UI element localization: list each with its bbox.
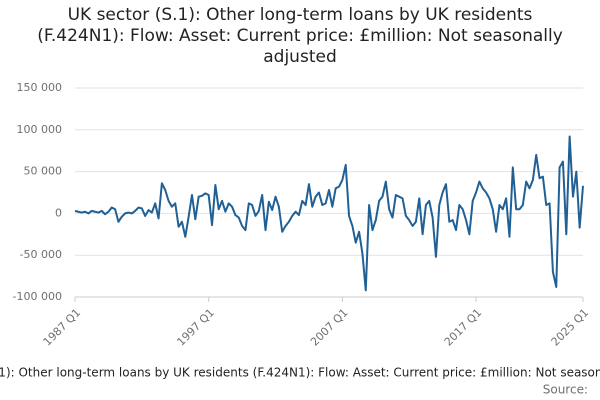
y-tick-label: 50 000 <box>24 165 63 178</box>
x-tick-label: 2017 Q1 <box>442 306 485 349</box>
source: Source: <box>543 383 588 397</box>
x-axis-title: UK sector (S.1): Other long-term loans b… <box>0 366 600 380</box>
y-tick-label: 0 <box>55 206 62 219</box>
x-tick-label: 1997 Q1 <box>174 306 217 349</box>
y-tick-label: 150 000 <box>17 81 63 94</box>
x-tick-label: 2025 Q1 <box>549 306 592 349</box>
y-tick-label: -100 000 <box>13 290 62 303</box>
y-tick-label: -50 000 <box>20 248 62 261</box>
chart-title: UK sector (S.1): Other long-term loans b… <box>37 5 563 67</box>
x-tick-label: 2007 Q1 <box>308 306 351 349</box>
y-tick-label: 100 000 <box>17 123 63 136</box>
line-series <box>74 135 584 292</box>
x-tick-label: 1987 Q1 <box>41 306 84 349</box>
